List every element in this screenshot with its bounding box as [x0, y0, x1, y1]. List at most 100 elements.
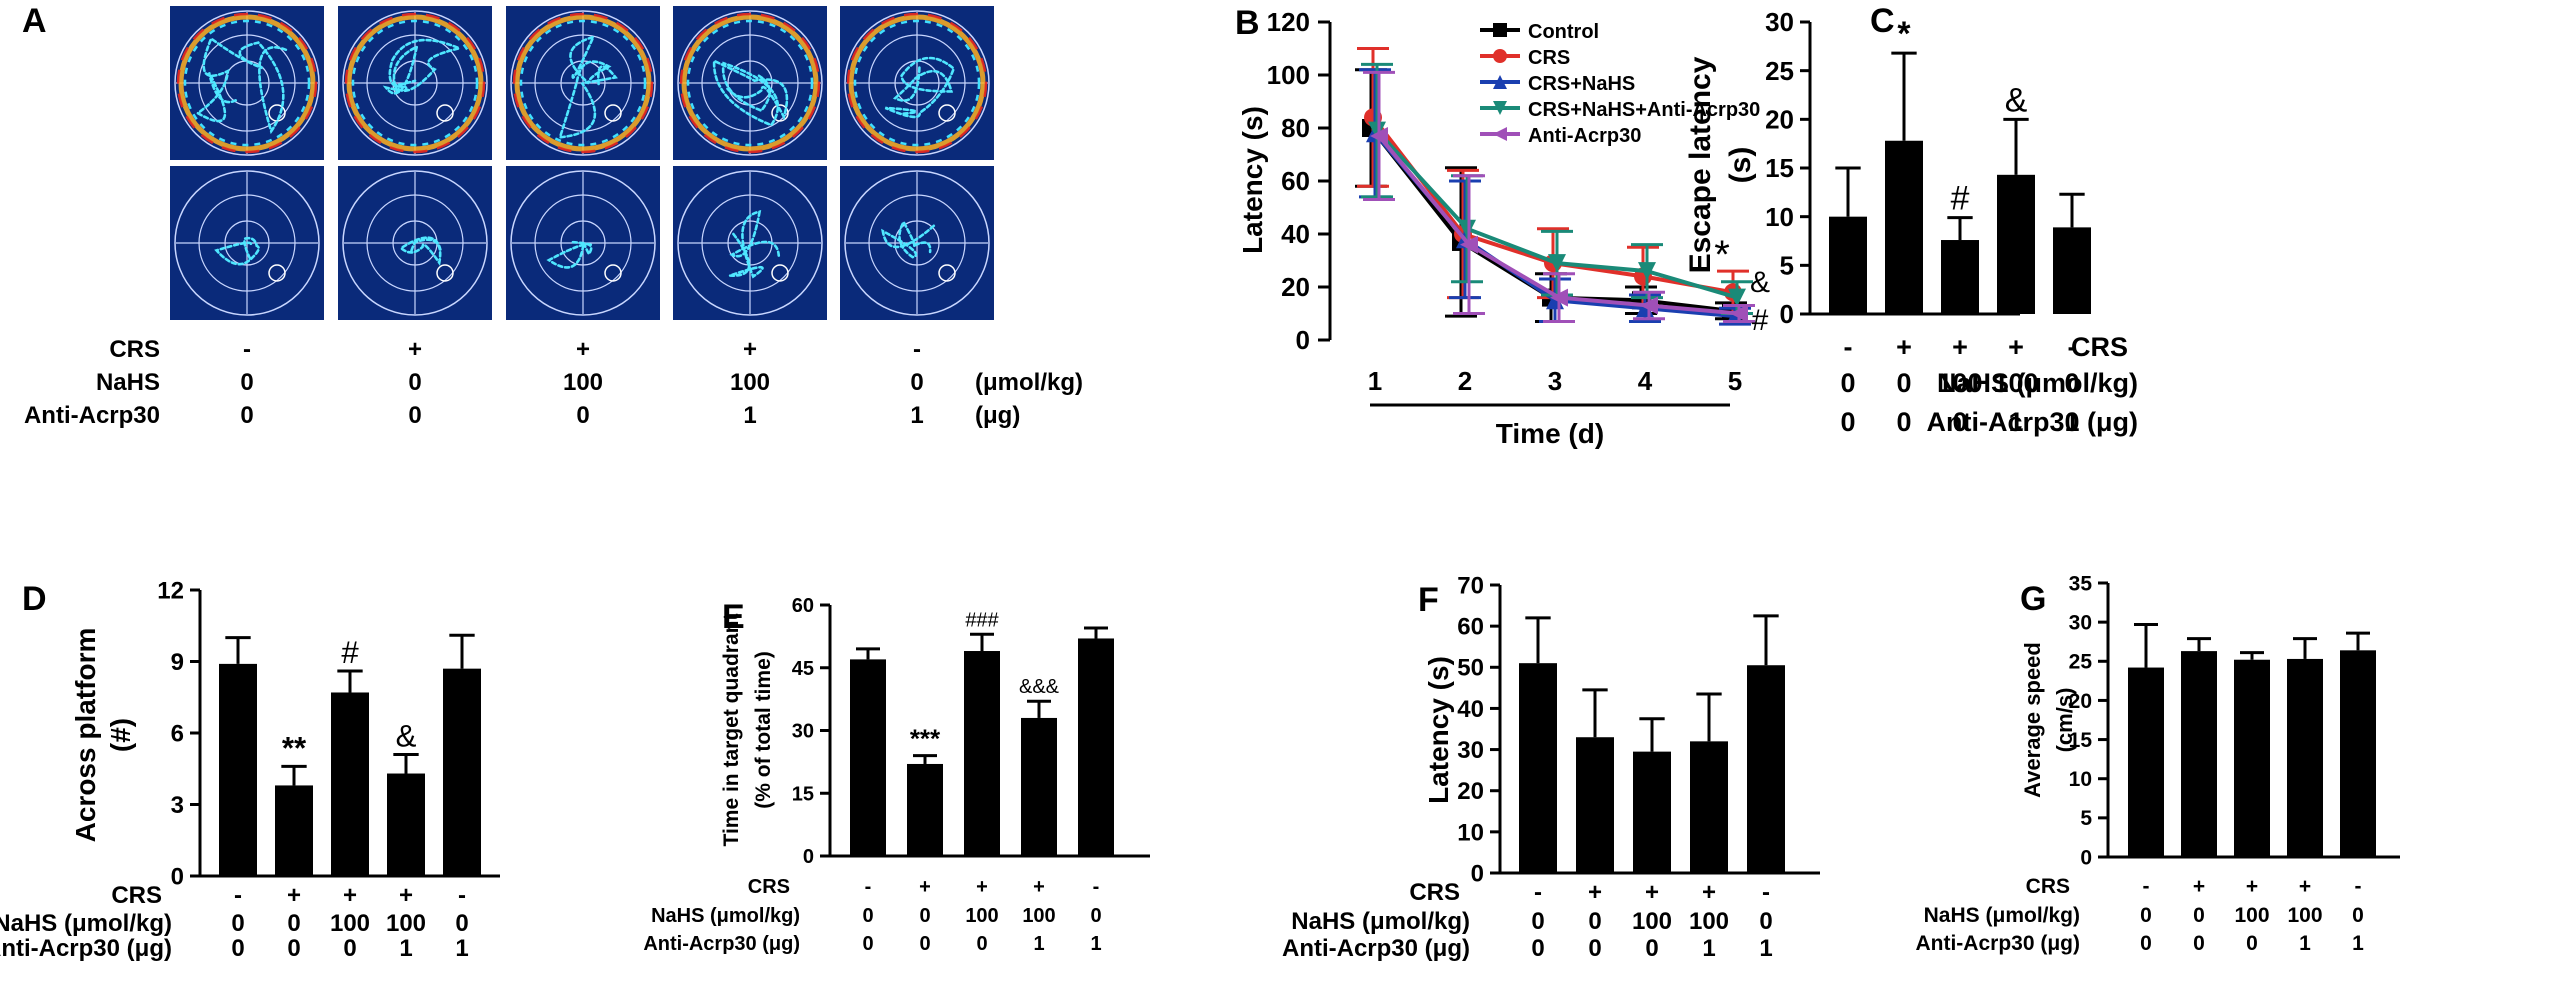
platform-marker	[604, 104, 622, 122]
condition-value: +	[399, 882, 413, 909]
significance-mark: ***	[910, 724, 941, 754]
condition-value: 0	[1840, 407, 1855, 437]
pool-outer-ring	[174, 10, 320, 156]
condition-value: 0	[287, 935, 300, 962]
condition-value: 0	[2352, 904, 2364, 927]
condition-row-label: NaHS	[96, 369, 160, 396]
condition-value: +	[343, 882, 357, 909]
pool-outer-ring	[174, 170, 320, 316]
condition-row-label: Anti-Acrp30	[24, 402, 160, 429]
condition-value: 0	[1531, 908, 1544, 935]
track-path	[558, 34, 618, 139]
pool-outer-ring	[342, 10, 488, 156]
data-point	[1493, 49, 1507, 63]
condition-value: 0	[2246, 932, 2258, 955]
condition-value: 0	[2140, 904, 2152, 927]
y-tick-label: 9	[171, 649, 184, 676]
y-axis-label: (#)	[105, 718, 136, 752]
condition-value: 0	[1588, 908, 1601, 935]
maze-track-image	[506, 166, 660, 320]
panel-letter-F: F	[1418, 581, 1439, 619]
y-tick-label: 70	[1457, 572, 1484, 599]
track-path	[884, 56, 956, 119]
track-heat-ring	[344, 12, 486, 154]
condition-value: 1	[2008, 407, 2023, 437]
platform-marker	[268, 264, 286, 282]
chart-D: D 0 3 6 9 12 Across platform (#) ** # & CRS - + + + - NaH…	[0, 577, 500, 962]
condition-value: -	[243, 336, 251, 363]
condition-value: +	[1952, 332, 1968, 362]
y-tick-label: 5	[2080, 807, 2092, 830]
x-tick-label: 1	[1368, 366, 1382, 396]
condition-value: +	[1645, 879, 1659, 906]
data-point	[1728, 288, 1746, 307]
condition-value: +	[976, 876, 988, 898]
condition-value: 100	[386, 910, 426, 937]
y-tick-label: 40	[1457, 696, 1484, 723]
maze-track-image	[506, 6, 660, 160]
y-tick-label: 30	[2069, 611, 2092, 634]
bar	[2234, 659, 2270, 857]
y-tick-label: 40	[1281, 219, 1310, 249]
y-tick-label: 5	[1780, 250, 1794, 280]
condition-row-label: CRS	[1409, 879, 1460, 906]
x-axis-label: Time (d)	[1496, 418, 1604, 449]
platform-marker	[938, 104, 956, 122]
track-heat-ring	[846, 12, 988, 154]
condition-value: 0	[408, 369, 421, 396]
y-tick-label: 45	[792, 658, 814, 680]
y-tick-label: 20	[2069, 690, 2092, 713]
y-tick-label: 20	[1457, 778, 1484, 805]
y-axis-label: Latency (s)	[1423, 656, 1454, 804]
y-axis-label: Across platform	[70, 628, 101, 843]
pool-outer-ring	[844, 10, 990, 156]
data-point	[1640, 296, 1658, 315]
condition-value: -	[2068, 332, 2077, 362]
platform-marker	[771, 104, 789, 122]
condition-row-label: Anti-Acrp30 (μg)	[643, 933, 800, 955]
y-axis-label: Time in target quadrant	[720, 614, 743, 847]
condition-unit: (μg)	[975, 402, 1020, 429]
condition-value: -	[1762, 879, 1770, 906]
condition-value: 1	[743, 402, 756, 429]
track-heat-ring	[681, 14, 819, 152]
condition-value: 100	[563, 369, 603, 396]
condition-row-label: CRS	[111, 882, 162, 909]
condition-value: 100	[2287, 904, 2322, 927]
condition-row-label: Anti-Acrp30 (μg)	[1915, 932, 2080, 955]
condition-value: 100	[965, 905, 998, 927]
condition-value: 100	[330, 910, 370, 937]
y-tick-label: 60	[1457, 614, 1484, 641]
bar	[219, 663, 257, 876]
panel-letter-A: A	[22, 2, 47, 40]
y-tick-label: 50	[1457, 655, 1484, 682]
y-axis-label: Escape latency	[1684, 56, 1717, 273]
y-axis-label: (cm/s)	[2052, 688, 2077, 753]
bar	[1747, 665, 1785, 873]
maze-track-image	[673, 166, 827, 320]
condition-value: 100	[2234, 904, 2269, 927]
condition-value: +	[2299, 875, 2311, 898]
legend-label: Control	[1528, 21, 1599, 43]
significance-mark: #	[341, 635, 359, 670]
condition-value: 0	[408, 402, 421, 429]
y-tick-label: 0	[1471, 860, 1484, 887]
condition-value: -	[234, 882, 242, 909]
condition-value: 0	[919, 933, 930, 955]
condition-row-label: NaHS (μmol/kg)	[1924, 904, 2080, 927]
significance-mark: **	[282, 730, 307, 765]
significance-mark: #	[1752, 304, 1769, 337]
condition-value: +	[1588, 879, 1602, 906]
pool-outer-ring	[677, 10, 823, 156]
condition-value: 0	[1645, 935, 1658, 962]
condition-value: +	[2008, 332, 2024, 362]
y-tick-label: 3	[171, 792, 184, 819]
track-heat-ring	[679, 12, 821, 154]
condition-value: -	[865, 876, 872, 898]
y-tick-label: 30	[792, 721, 814, 743]
significance-mark: ###	[965, 609, 999, 631]
condition-value: +	[1702, 879, 1716, 906]
pool-outer-ring	[844, 170, 990, 316]
